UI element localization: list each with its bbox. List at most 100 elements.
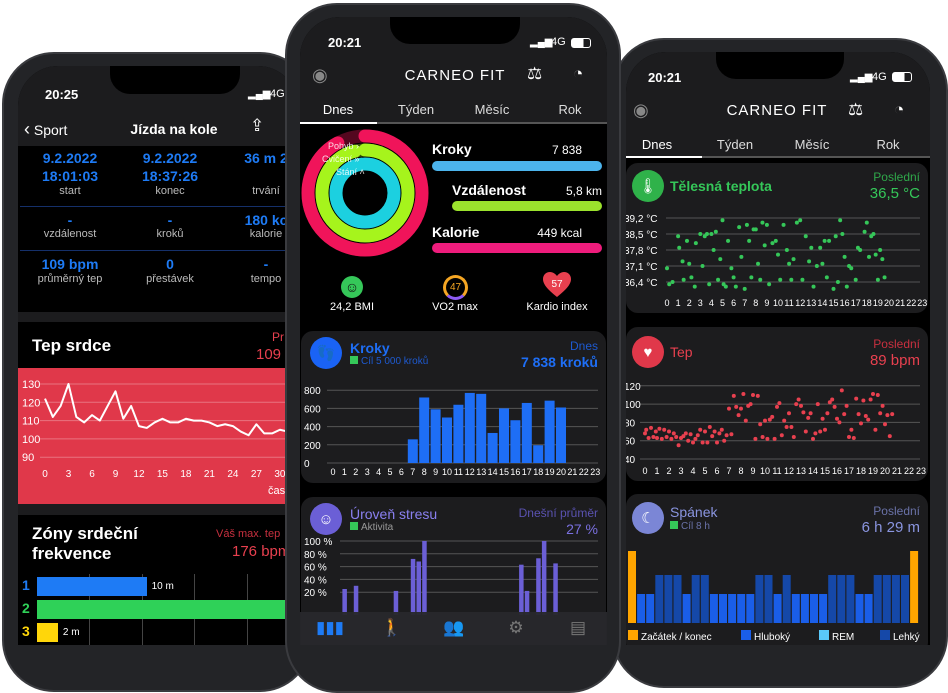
y-tick-label: 120: [626, 382, 641, 393]
avatar-icon[interactable]: ◉: [312, 65, 328, 85]
document-icon[interactable]: ▤: [569, 618, 587, 637]
zones-title-2: frekvence: [32, 544, 112, 563]
sleep-bar-light: [764, 575, 773, 623]
heart-rate-point: [707, 424, 712, 429]
heart-rate-point: [830, 397, 835, 402]
network-label: 4G: [872, 71, 887, 83]
temperature-point: [739, 254, 744, 259]
temperature-point: [665, 266, 669, 271]
x-tick-label: 23: [916, 466, 926, 476]
scale-icon[interactable]: ⚖: [848, 100, 864, 119]
stress-bar: [342, 589, 347, 615]
steps-bar: [510, 420, 521, 463]
tab-týden[interactable]: Týden: [397, 102, 435, 117]
y-tick-label: 80: [626, 418, 636, 429]
tab-dnes[interactable]: Dnes: [641, 137, 673, 152]
x-tick-label: 21: [892, 466, 902, 476]
heart-rate-point: [703, 429, 707, 434]
heart-rate-point: [688, 432, 693, 437]
heart-rate-point: [827, 400, 832, 405]
y-tick-label: 60 %: [304, 563, 327, 574]
x-tick-label: 15: [820, 466, 830, 476]
temperature-value: 36,5 °C: [869, 185, 920, 202]
stress-value: 27 %: [566, 521, 598, 537]
x-tick-label: 21: [204, 469, 216, 480]
temperature-card[interactable]: [626, 163, 928, 313]
gauge-add-icon[interactable]: ◔: [894, 100, 905, 119]
y-tick-label: 90: [22, 452, 34, 464]
share-icon[interactable]: ⇪: [250, 116, 265, 135]
tab-rok[interactable]: Rok: [558, 102, 582, 117]
x-tick-label: 19: [545, 467, 555, 477]
sleep-bar-deep: [646, 594, 655, 623]
kardio-value: 57: [551, 279, 563, 290]
temperature-point: [773, 238, 778, 243]
steps-bar: [476, 393, 487, 463]
friends-icon[interactable]: 👥: [443, 618, 465, 637]
temperature-point: [770, 241, 775, 246]
footprints-icon: 👣: [310, 337, 342, 369]
x-tick-label: 13: [796, 466, 806, 476]
y-tick-label: 600: [304, 404, 321, 415]
tab-týden[interactable]: Týden: [716, 137, 754, 152]
gauge-add-icon[interactable]: ◔: [573, 64, 584, 83]
x-tick-label: 2: [666, 466, 671, 476]
temperature-point: [862, 229, 867, 234]
heart-rate-point: [710, 434, 715, 439]
chart-icon[interactable]: ▮▮▮: [315, 618, 345, 637]
back-button[interactable]: ‹ Sport: [24, 119, 68, 139]
x-tick-label: 12: [133, 469, 145, 480]
metric-progress-bar: [432, 161, 602, 171]
legend-swatch: [741, 630, 751, 640]
heart-rate-point: [820, 416, 825, 421]
heart-rate-right-label: Poslední: [873, 337, 920, 351]
legend-item: Hluboký: [741, 630, 790, 643]
temperature-point: [707, 282, 712, 287]
exercise-ring: [315, 143, 415, 243]
x-tick-label: 13: [476, 467, 486, 477]
temperature-point: [784, 248, 789, 252]
heart-rate-point: [777, 401, 782, 406]
metric-label: Vzdálenost: [452, 182, 526, 198]
heart-rate-point: [662, 427, 667, 432]
tab-dnes[interactable]: Dnes: [322, 102, 354, 117]
stat-value: 109 bpm: [41, 256, 99, 272]
y-tick-label: 100 %: [304, 537, 332, 548]
temperature-point: [670, 280, 675, 284]
heart-rate-point: [691, 440, 695, 445]
stat-value: -: [167, 212, 173, 228]
x-tick-label: 23: [917, 298, 927, 308]
stress-bar: [416, 561, 421, 615]
x-tick-label: 22: [904, 466, 914, 476]
heart-rate-title: Tep: [670, 344, 693, 360]
gear-icon[interactable]: ⚙: [508, 618, 524, 637]
heart-rate-point: [818, 429, 823, 434]
heart-rate-point: [873, 427, 878, 432]
x-tick-label: 14: [817, 298, 827, 308]
tab-měsíc[interactable]: Měsíc: [474, 102, 510, 117]
x-tick-label: 30: [274, 469, 286, 480]
walking-icon[interactable]: 🚶: [381, 618, 403, 637]
avatar-icon[interactable]: ◉: [633, 100, 649, 120]
heart-rate-point: [811, 436, 815, 441]
signal-icon: ▂▄▆: [530, 37, 553, 48]
x-tick-label: 21: [567, 467, 577, 477]
stat-value: 180 kc: [244, 212, 288, 228]
signal-icon: ▂▄▆: [248, 89, 271, 100]
y-tick-label: 400: [304, 423, 321, 434]
x-tick-label: 6: [714, 466, 719, 476]
sleep-right-label: Poslední: [873, 504, 920, 518]
tab-rok[interactable]: Rok: [876, 137, 900, 152]
x-tick-label: 22: [579, 467, 589, 477]
steps-bar: [419, 397, 430, 463]
legend-item: Začátek / konec: [628, 630, 712, 643]
kardio-label: Kardio index: [526, 301, 588, 313]
stress-title: Úroveň stresu: [350, 506, 438, 522]
steps-bar: [487, 432, 498, 463]
tab-měsíc[interactable]: Měsíc: [794, 137, 830, 152]
scale-icon[interactable]: ⚖: [527, 64, 543, 83]
y-tick-label: 36,4 °C: [626, 278, 657, 289]
temperature-point: [798, 218, 803, 223]
temperature-point: [720, 218, 725, 223]
sleep-bar-light: [755, 575, 764, 623]
